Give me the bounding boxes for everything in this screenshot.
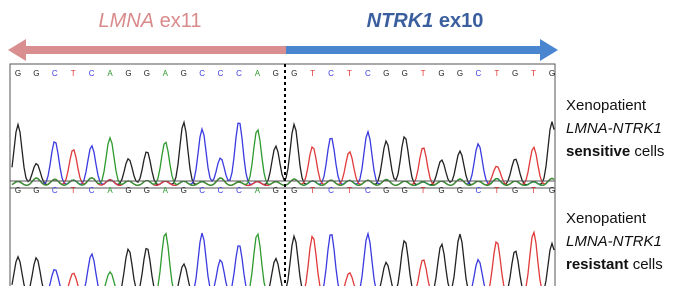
panel-label: Xenopatient LMNA-NTRK1 resistant cells bbox=[566, 207, 663, 276]
base-letter: T bbox=[347, 186, 352, 195]
base-letter: T bbox=[494, 186, 499, 195]
base-letter: C bbox=[199, 69, 205, 78]
base-letter: C bbox=[475, 69, 481, 78]
base-letter: G bbox=[125, 186, 131, 195]
base-letter: G bbox=[438, 69, 444, 78]
base-letter: G bbox=[457, 186, 463, 195]
trace bbox=[12, 122, 554, 186]
base-letter: G bbox=[33, 186, 39, 195]
base-letter: G bbox=[438, 186, 444, 195]
base-letter: G bbox=[291, 186, 297, 195]
base-letter: C bbox=[328, 69, 334, 78]
base-letter: C bbox=[236, 69, 242, 78]
label-line2: LMNA-NTRK1 bbox=[566, 117, 664, 140]
panel-frame bbox=[10, 181, 555, 286]
status: resistant bbox=[566, 256, 629, 273]
left-arrow-head bbox=[8, 39, 26, 61]
right-gene: NTRK1 bbox=[367, 10, 434, 32]
base-letter: G bbox=[33, 69, 39, 78]
base-letter: G bbox=[383, 186, 389, 195]
right-arrow-head bbox=[540, 39, 558, 61]
base-letter: G bbox=[181, 186, 187, 195]
left-arrow-shaft bbox=[22, 46, 286, 54]
base-letter: C bbox=[328, 186, 334, 195]
base-letter: G bbox=[512, 69, 518, 78]
panel-label: Xenopatient LMNA-NTRK1 sensitive cells bbox=[566, 94, 664, 163]
base-letter: G bbox=[144, 186, 150, 195]
base-letter: T bbox=[421, 69, 426, 78]
base-letter: T bbox=[494, 69, 499, 78]
label-line3: sensitive cells bbox=[566, 140, 664, 163]
base-letter: T bbox=[531, 186, 536, 195]
base-letter: G bbox=[273, 186, 279, 195]
base-letter: A bbox=[107, 69, 113, 78]
base-letter: T bbox=[310, 186, 315, 195]
base-letter: G bbox=[125, 69, 131, 78]
base-letter: T bbox=[421, 186, 426, 195]
base-letter: G bbox=[457, 69, 463, 78]
base-letter: G bbox=[273, 69, 279, 78]
base-letter: C bbox=[89, 69, 95, 78]
label-line1: Xenopatient bbox=[566, 94, 664, 117]
base-letter: T bbox=[531, 69, 536, 78]
base-letter: A bbox=[107, 186, 113, 195]
base-letter: C bbox=[365, 186, 371, 195]
label-line1: Xenopatient bbox=[566, 207, 663, 230]
base-letter: A bbox=[255, 69, 261, 78]
base-letter: A bbox=[163, 69, 169, 78]
base-letter: C bbox=[475, 186, 481, 195]
status-suffix: cells bbox=[633, 256, 663, 273]
left-exon: ex11 bbox=[160, 10, 202, 32]
base-letter: G bbox=[549, 186, 555, 195]
base-letter: A bbox=[255, 186, 261, 195]
left-label: LMNA ex11 bbox=[98, 10, 201, 32]
base-letter: C bbox=[199, 186, 205, 195]
right-exon: ex10 bbox=[439, 10, 484, 32]
trace bbox=[12, 147, 554, 186]
base-letter: C bbox=[218, 186, 224, 195]
base-letter: A bbox=[163, 186, 169, 195]
base-letter: G bbox=[291, 69, 297, 78]
base-letter: T bbox=[71, 69, 76, 78]
base-letter: G bbox=[181, 69, 187, 78]
label-line3: resistant cells bbox=[566, 253, 663, 276]
left-gene: LMNA bbox=[98, 10, 154, 32]
right-arrow-shaft bbox=[286, 46, 542, 54]
label-line2: LMNA-NTRK1 bbox=[566, 230, 663, 253]
base-letter: C bbox=[52, 186, 58, 195]
chromatogram-figure: LMNA ex11 NTRK1 ex10 G G C T C A G G A G C C C A G G T C T… bbox=[0, 0, 560, 286]
base-letter: G bbox=[15, 69, 21, 78]
trace bbox=[12, 233, 554, 286]
base-letter: G bbox=[383, 69, 389, 78]
base-letter: G bbox=[144, 69, 150, 78]
base-letter: G bbox=[512, 186, 518, 195]
base-letter: C bbox=[236, 186, 242, 195]
base-letter: G bbox=[402, 186, 408, 195]
base-letter: T bbox=[310, 69, 315, 78]
base-letter: T bbox=[347, 69, 352, 78]
status-suffix: cells bbox=[634, 143, 664, 160]
base-letter: C bbox=[52, 69, 58, 78]
right-label: NTRK1 ex10 bbox=[367, 10, 484, 32]
base-letter: G bbox=[402, 69, 408, 78]
status: sensitive bbox=[566, 143, 630, 160]
base-letter: C bbox=[89, 186, 95, 195]
base-letter: G bbox=[15, 186, 21, 195]
base-letter: C bbox=[365, 69, 371, 78]
base-letter: T bbox=[71, 186, 76, 195]
base-letter: G bbox=[549, 69, 555, 78]
figure: LMNA ex11 NTRK1 ex10 G G C T C A G G A G C C C A G G T C T… bbox=[0, 0, 695, 286]
base-letter: C bbox=[218, 69, 224, 78]
